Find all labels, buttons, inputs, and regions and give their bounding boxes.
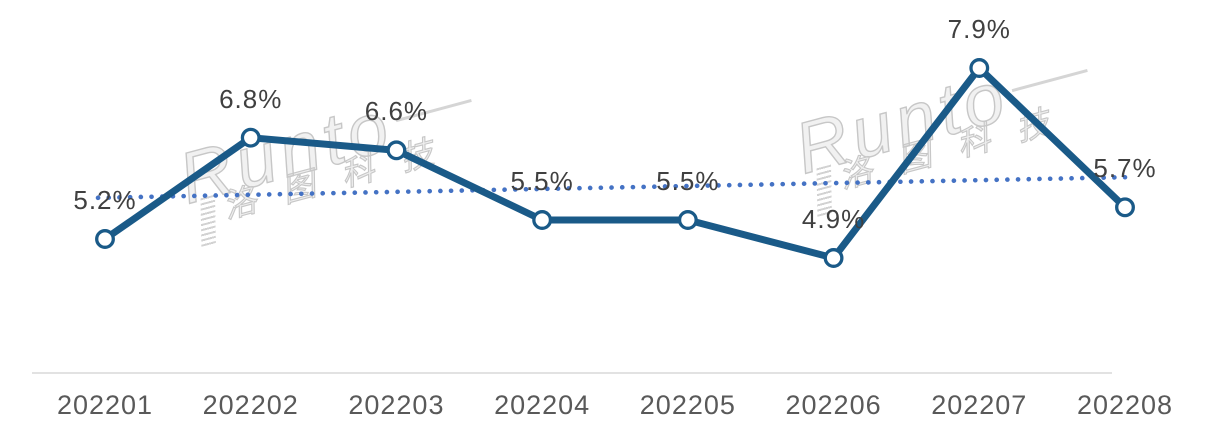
- data-point-marker: [677, 210, 698, 230]
- data-label: 4.9%: [801, 204, 866, 234]
- x-axis-tick-label: 202201: [56, 390, 154, 420]
- x-axis-tick-label: 202205: [639, 390, 736, 420]
- data-label: 5.7%: [1093, 153, 1157, 184]
- watermark-hatch-stripes: [816, 164, 832, 218]
- data-label: 6.8%: [219, 83, 283, 114]
- watermark-cn-text: 洛图科技: [834, 96, 1081, 196]
- data-label: 5.5%: [656, 166, 720, 196]
- data-label: 5.2%: [73, 185, 137, 215]
- data-point-marker: [1115, 197, 1135, 218]
- watermark-brand-text: Runto: [170, 85, 402, 220]
- watermark-brand-text: Runto: [786, 55, 1018, 190]
- watermark-right: Runto 洛图科技: [786, 38, 1102, 218]
- data-label: 7.9%: [947, 14, 1011, 44]
- x-axis-tick-label: 202204: [494, 390, 591, 420]
- watermark-brand: Runto: [786, 38, 1098, 190]
- watermark-dash-line: [395, 99, 473, 123]
- watermark-cn-text: 洛图科技: [218, 126, 465, 226]
- series-line: [101, 64, 1129, 262]
- x-axis-tick-label: 202208: [1076, 390, 1174, 420]
- data-label: 6.6%: [364, 96, 429, 127]
- x-axis-tick-label: 202207: [931, 390, 1028, 420]
- data-point-marker: [386, 140, 407, 161]
- trendline-dotted: [95, 174, 1128, 201]
- watermark-brand: Runto: [170, 68, 482, 220]
- data-point-marker: [823, 248, 844, 268]
- data-point-marker: [532, 210, 553, 230]
- watermark-dash-line: [1011, 69, 1089, 93]
- data-point-marker: [240, 127, 261, 148]
- x-axis-tick-label: 202202: [202, 390, 299, 420]
- data-point-marker: [95, 229, 115, 249]
- watermark-hatch-stripes: [200, 194, 216, 248]
- data-point-marker: [969, 58, 990, 78]
- x-axis-tick-label: 202206: [785, 390, 882, 420]
- data-label: 5.5%: [510, 166, 574, 196]
- watermark-left: Runto 洛图科技: [170, 68, 486, 248]
- x-axis-tick-label: 202203: [348, 390, 445, 420]
